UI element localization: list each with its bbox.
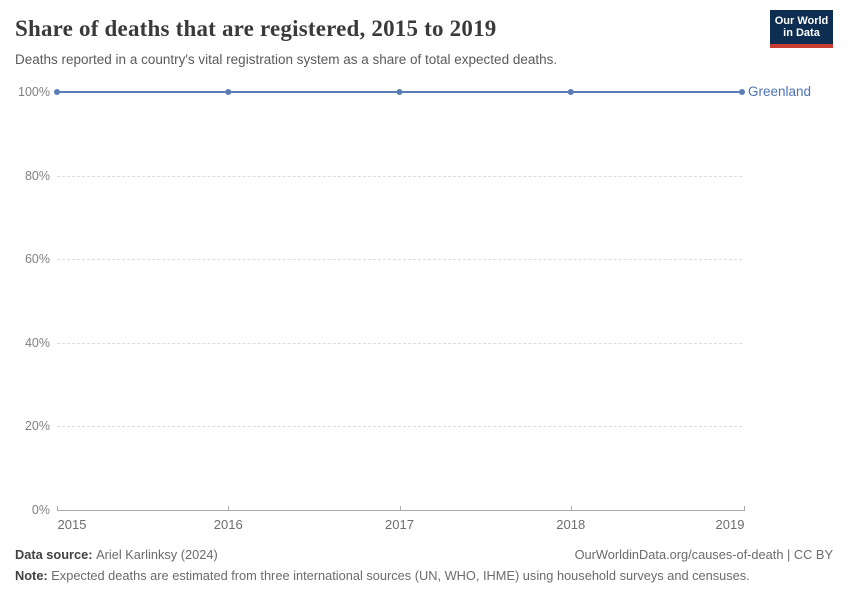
y-axis-tick-label: 20% [24,419,50,434]
x-axis-tick-label: 2019 [715,517,745,532]
gridline-80 [57,175,742,177]
x-axis-line [57,510,745,511]
note-label: Note: [15,568,48,583]
x-axis-tick-label: 2018 [556,517,586,532]
y-axis-tick-label: 0% [31,503,50,517]
gridline-40 [57,342,742,344]
note-text: Note: Expected deaths are estimated from… [15,568,750,583]
x-axis-tick-label: 2015 [57,517,87,532]
owid-logo-line2: in Data [783,27,820,39]
x-axis-tick [744,506,745,511]
y-axis-tick-label: 100% [18,85,50,99]
data-point-2019[interactable] [739,89,745,95]
x-axis-tick [57,506,58,511]
page-title: Share of deaths that are registered, 201… [15,16,497,41]
data-source-text: Data source: Ariel Karlinksy (2024) [15,547,218,562]
x-axis-tick-label: 2016 [213,517,243,532]
gridline-20 [57,426,742,428]
logo-red-strip [770,44,833,48]
y-axis-tick-label: 60% [24,252,50,267]
data-point-2016[interactable] [225,89,232,95]
data-point-2017[interactable] [396,89,403,95]
data-source-label: Data source: [15,547,93,562]
data-point-2015[interactable] [54,89,60,95]
x-axis-tick [399,506,401,511]
x-axis-tick [570,506,572,511]
y-axis-tick-label: 80% [24,168,50,183]
footer-source-row: Data source: Ariel Karlinksy (2024) OurW… [15,547,833,562]
data-point-2018[interactable] [567,89,574,95]
footer-note-row: Note: Expected deaths are estimated from… [15,568,833,583]
y-axis-tick-label: 40% [24,335,50,350]
note-value: Expected deaths are estimated from three… [51,568,750,583]
x-axis-tick [228,506,230,511]
owid-logo-line1: Our World [774,14,829,27]
data-source-value: Ariel Karlinksy (2024) [96,547,218,562]
gridline-60 [57,259,742,261]
chart-subtitle: Deaths reported in a country's vital reg… [15,52,558,67]
owid-url-link[interactable]: OurWorldinData.org/causes-of-death | CC … [574,547,833,562]
x-axis-tick-label: 2017 [385,517,414,532]
series-label-greenland[interactable]: Greenland [748,84,812,99]
owid-logo[interactable]: Our World in Data [770,10,833,48]
